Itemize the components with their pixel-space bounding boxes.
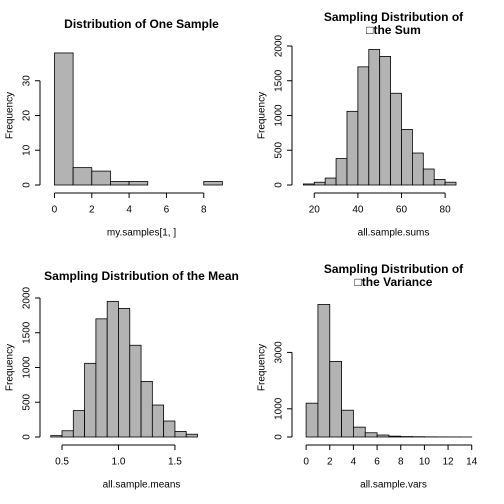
bar [203,181,223,186]
x-tick-label: 60 [396,205,408,216]
bar [140,380,153,438]
x-axis-label: all.sample.vars [360,480,427,491]
y-tick-label: 20 [22,110,33,122]
y-tick-label: 500 [22,393,33,410]
chart-title: Distribution of One Sample [64,17,219,31]
x-tick-label: 2 [89,205,95,216]
x-tick-label: 4 [351,457,357,468]
x-tick-label: 0.5 [55,457,69,468]
bar [368,49,381,186]
bar [302,183,315,186]
bar [305,402,319,438]
y-tick-label: 3000 [274,341,285,364]
x-tick-label: 1.0 [112,457,126,468]
bar [72,167,93,186]
y-tick-label: 0 [274,182,285,188]
x-axis-label: all.sample.sums [358,228,430,239]
chart-title: Sampling Distribution of the Mean [44,269,239,283]
y-tick-label: 1500 [274,69,285,92]
bar [335,158,348,186]
bar [346,110,359,186]
bar [401,128,413,186]
bar [72,410,86,438]
chart-title: □the Sum [366,23,421,37]
y-tick-label: 1500 [22,321,33,344]
y-tick-label: 10 [22,144,33,156]
x-tick-label: 6 [164,205,170,216]
bar [329,361,342,438]
y-tick-label: 1000 [274,104,285,127]
y-axis-label: Frequency [5,344,16,391]
bar [54,52,74,186]
y-tick-label: 0 [274,434,285,440]
y-tick-label: 30 [22,75,33,87]
y-tick-label: 1000 [274,397,285,420]
y-axis-label: Frequency [257,344,268,391]
x-tick-label: 4 [126,205,132,216]
y-axis-label: Frequency [257,92,268,139]
x-tick-label: 8 [201,205,207,216]
y-tick-label: 2000 [274,34,285,57]
bar [185,433,198,438]
y-tick-label: 1000 [22,356,33,379]
y-tick-label: 0 [22,434,33,440]
bar [61,430,74,438]
y-tick-label: 2000 [22,286,33,309]
x-tick-label: 10 [419,457,431,468]
bar [376,434,390,438]
bar [129,344,142,438]
bar [128,181,149,186]
bar [95,318,108,438]
x-tick-label: 2 [327,457,333,468]
x-tick-label: 8 [398,457,404,468]
bar [357,66,370,186]
bar [317,304,331,438]
bar [444,181,457,186]
y-axis-label: Frequency [5,92,16,139]
x-axis-label: all.sample.means [103,480,181,491]
x-tick-label: 0 [303,457,309,468]
bar [390,92,402,186]
panel: Distribution of One Sample my.samples[1, … [5,17,223,239]
bar [341,409,354,438]
bar [313,181,326,186]
bar [118,308,131,438]
bar [353,426,366,438]
bar [50,435,63,438]
x-tick-label: 40 [352,205,364,216]
bar [163,420,176,438]
x-tick-label: 12 [442,457,454,468]
y-tick-label: 500 [274,141,285,158]
panel: Sampling Distribution of□the Variance all… [257,262,478,490]
x-tick-label: 14 [466,457,478,468]
bar [411,152,424,186]
bar [379,56,391,186]
bar [388,435,402,438]
x-axis-label: my.samples[1, ] [107,228,176,239]
x-tick-label: 6 [374,457,380,468]
bar [174,431,187,438]
bar [91,170,111,186]
bar [324,177,337,186]
x-tick-label: 80 [440,205,452,216]
bar [422,168,435,186]
panel: Sampling Distribution of the Mean all.sam… [5,269,239,490]
bar [151,404,165,438]
chart-title: Sampling Distribution of [324,10,464,24]
chart-title: □the Variance [355,275,433,289]
y-tick-label: 0 [22,182,33,188]
x-tick-label: 1.5 [168,457,182,468]
chart-title: Sampling Distribution of [324,262,464,276]
bar [84,362,97,438]
bar [106,301,119,438]
panel: Sampling Distribution of□the Sum all.samp… [257,10,465,238]
x-tick-label: 0 [52,205,58,216]
x-tick-label: 20 [309,205,321,216]
bar [110,181,130,186]
bar [433,179,446,186]
bar [364,432,378,438]
